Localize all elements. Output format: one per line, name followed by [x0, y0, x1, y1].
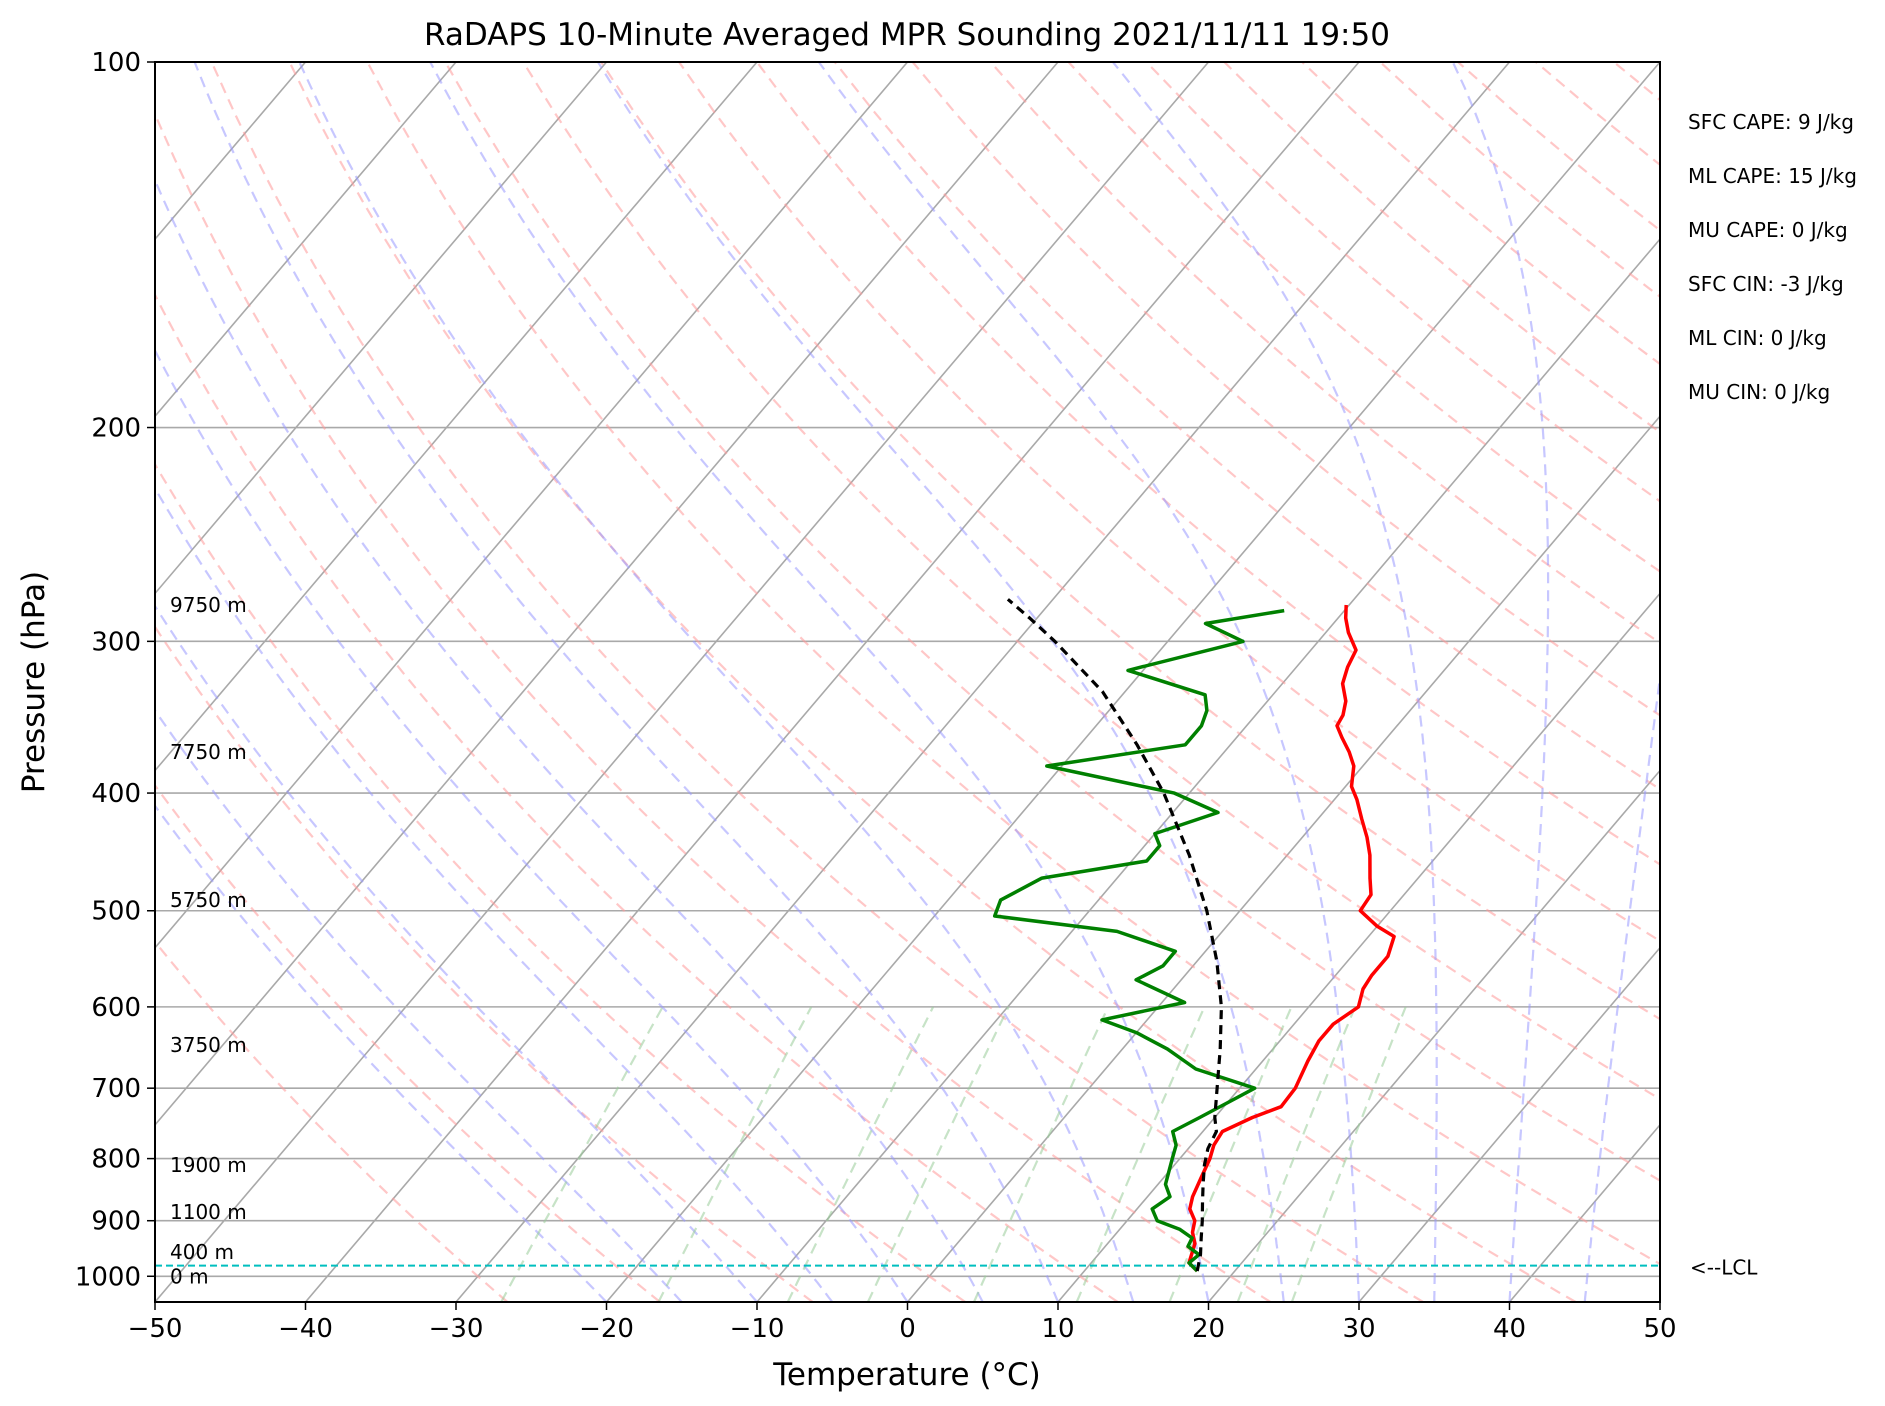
y-tick-label: 1000 — [75, 1262, 141, 1292]
mixing-ratio-line — [657, 1006, 813, 1302]
x-tick-label: 40 — [1493, 1314, 1526, 1344]
dry-adiabat — [155, 462, 966, 1302]
isotherm-line — [605, 62, 1660, 1302]
dry-adiabat — [833, 62, 1660, 791]
moist-adiabat — [817, 62, 1361, 1302]
x-tick-label: −30 — [429, 1314, 484, 1344]
x-tick-label: −20 — [579, 1314, 634, 1344]
y-tick-label: 300 — [91, 627, 141, 657]
stat-label: ML CAPE: 15 J/kg — [1688, 164, 1857, 188]
y-tick-label: 100 — [91, 48, 141, 78]
moist-adiabat — [155, 177, 984, 1302]
dry-adiabat — [210, 62, 1424, 1302]
mixing-ratio-line — [866, 1006, 1010, 1302]
series-layer — [992, 598, 1396, 1273]
height-label: 9750 m — [170, 593, 247, 617]
grid-layer — [155, 62, 1660, 1302]
height-label: 5750 m — [170, 888, 247, 912]
stat-label: MU CIN: 0 J/kg — [1688, 380, 1830, 404]
x-tick-label: 50 — [1643, 1314, 1676, 1344]
y-tick-label: 200 — [91, 414, 141, 444]
y-tick-label: 500 — [91, 897, 141, 927]
stat-label: SFC CIN: -3 J/kg — [1688, 272, 1844, 296]
moist-adiabat — [155, 803, 608, 1302]
moist-adiabat — [193, 62, 1060, 1302]
x-tick-label: −50 — [128, 1314, 183, 1344]
isotherm-line — [906, 415, 1660, 1302]
moist-adiabat — [155, 604, 758, 1302]
x-tick-label: 10 — [1041, 1314, 1074, 1344]
x-tick-label: 20 — [1192, 1314, 1225, 1344]
stat-label: ML CIN: 0 J/kg — [1688, 326, 1827, 350]
dry-adiabat — [155, 940, 509, 1302]
y-tick-label: 900 — [91, 1207, 141, 1237]
moist-adiabat — [1451, 62, 1550, 1302]
isotherm-line — [155, 62, 909, 949]
isotherm-line — [155, 62, 457, 418]
moist-adiabat — [1112, 62, 1438, 1302]
isotherm-line — [155, 62, 758, 772]
moist-adiabat — [597, 62, 1285, 1302]
stat-label: MU CAPE: 0 J/kg — [1688, 218, 1848, 242]
x-tick-label: 0 — [899, 1314, 916, 1344]
isotherm-line — [155, 62, 1210, 1302]
isotherm-line — [1057, 592, 1660, 1302]
x-tick-label: 30 — [1342, 1314, 1375, 1344]
moist-adiabat — [155, 708, 683, 1302]
axes-layer: −50 −40 −30 −20 −10 0 10 20 30 40 50 100 200 300 400 50… — [75, 48, 1677, 1344]
moist-adiabat — [155, 348, 909, 1302]
dry-adiabat — [155, 783, 661, 1302]
height-label: 3750 m — [170, 1033, 247, 1057]
moist-adiabat — [298, 62, 1135, 1302]
dry-adiabat — [756, 62, 1660, 866]
isotherm-line — [455, 62, 1511, 1302]
parcel-trace — [1006, 598, 1224, 1272]
dry-adiabat — [155, 111, 1272, 1302]
mixing-ratio-line — [500, 1006, 664, 1302]
mixing-ratio-line — [1236, 1006, 1357, 1302]
mixing-ratio-line — [1290, 1006, 1407, 1302]
mixing-ratio-line — [972, 1006, 1110, 1302]
y-tick-label: 400 — [91, 779, 141, 809]
dewpoint-trace — [992, 608, 1285, 1273]
lcl-label: <--LCL — [1690, 1256, 1758, 1280]
height-label: 1100 m — [170, 1200, 247, 1224]
chart-title: RaDAPS 10-Minute Averaged MPR Sounding 2… — [424, 17, 1390, 53]
isotherm-line — [155, 62, 1059, 1127]
dry-adiabat — [989, 62, 1660, 645]
y-tick-label: 800 — [91, 1145, 141, 1175]
height-label: 1900 m — [170, 1153, 247, 1177]
dry-adiabat — [444, 62, 1660, 1182]
mixing-ratio-line — [1075, 1006, 1206, 1302]
x-axis-label: Temperature (°C) — [772, 1357, 1041, 1393]
dry-adiabat — [155, 292, 1119, 1302]
moist-adiabat — [155, 486, 834, 1302]
mixing-ratio-line — [1168, 1006, 1293, 1302]
isotherm-line — [1358, 946, 1660, 1302]
y-tick-label: 700 — [91, 1074, 141, 1104]
height-label: 7750 m — [170, 740, 247, 764]
isotherm-line — [1207, 769, 1660, 1302]
y-axis-label: Pressure (hPa) — [16, 571, 52, 793]
x-tick-label: −10 — [730, 1314, 785, 1344]
moist-adiabat — [429, 62, 1210, 1302]
dry-adiabat — [600, 62, 1660, 1021]
isotherm-line — [155, 62, 608, 595]
temperature-trace — [1187, 604, 1396, 1273]
x-tick-label: −40 — [278, 1314, 333, 1344]
height-label: 0 m — [170, 1264, 209, 1288]
stat-label: SFC CAPE: 9 J/kg — [1688, 110, 1854, 134]
mixing-ratio-line — [786, 1006, 935, 1302]
y-tick-label: 600 — [91, 993, 141, 1023]
height-label: 400 m — [170, 1240, 234, 1264]
